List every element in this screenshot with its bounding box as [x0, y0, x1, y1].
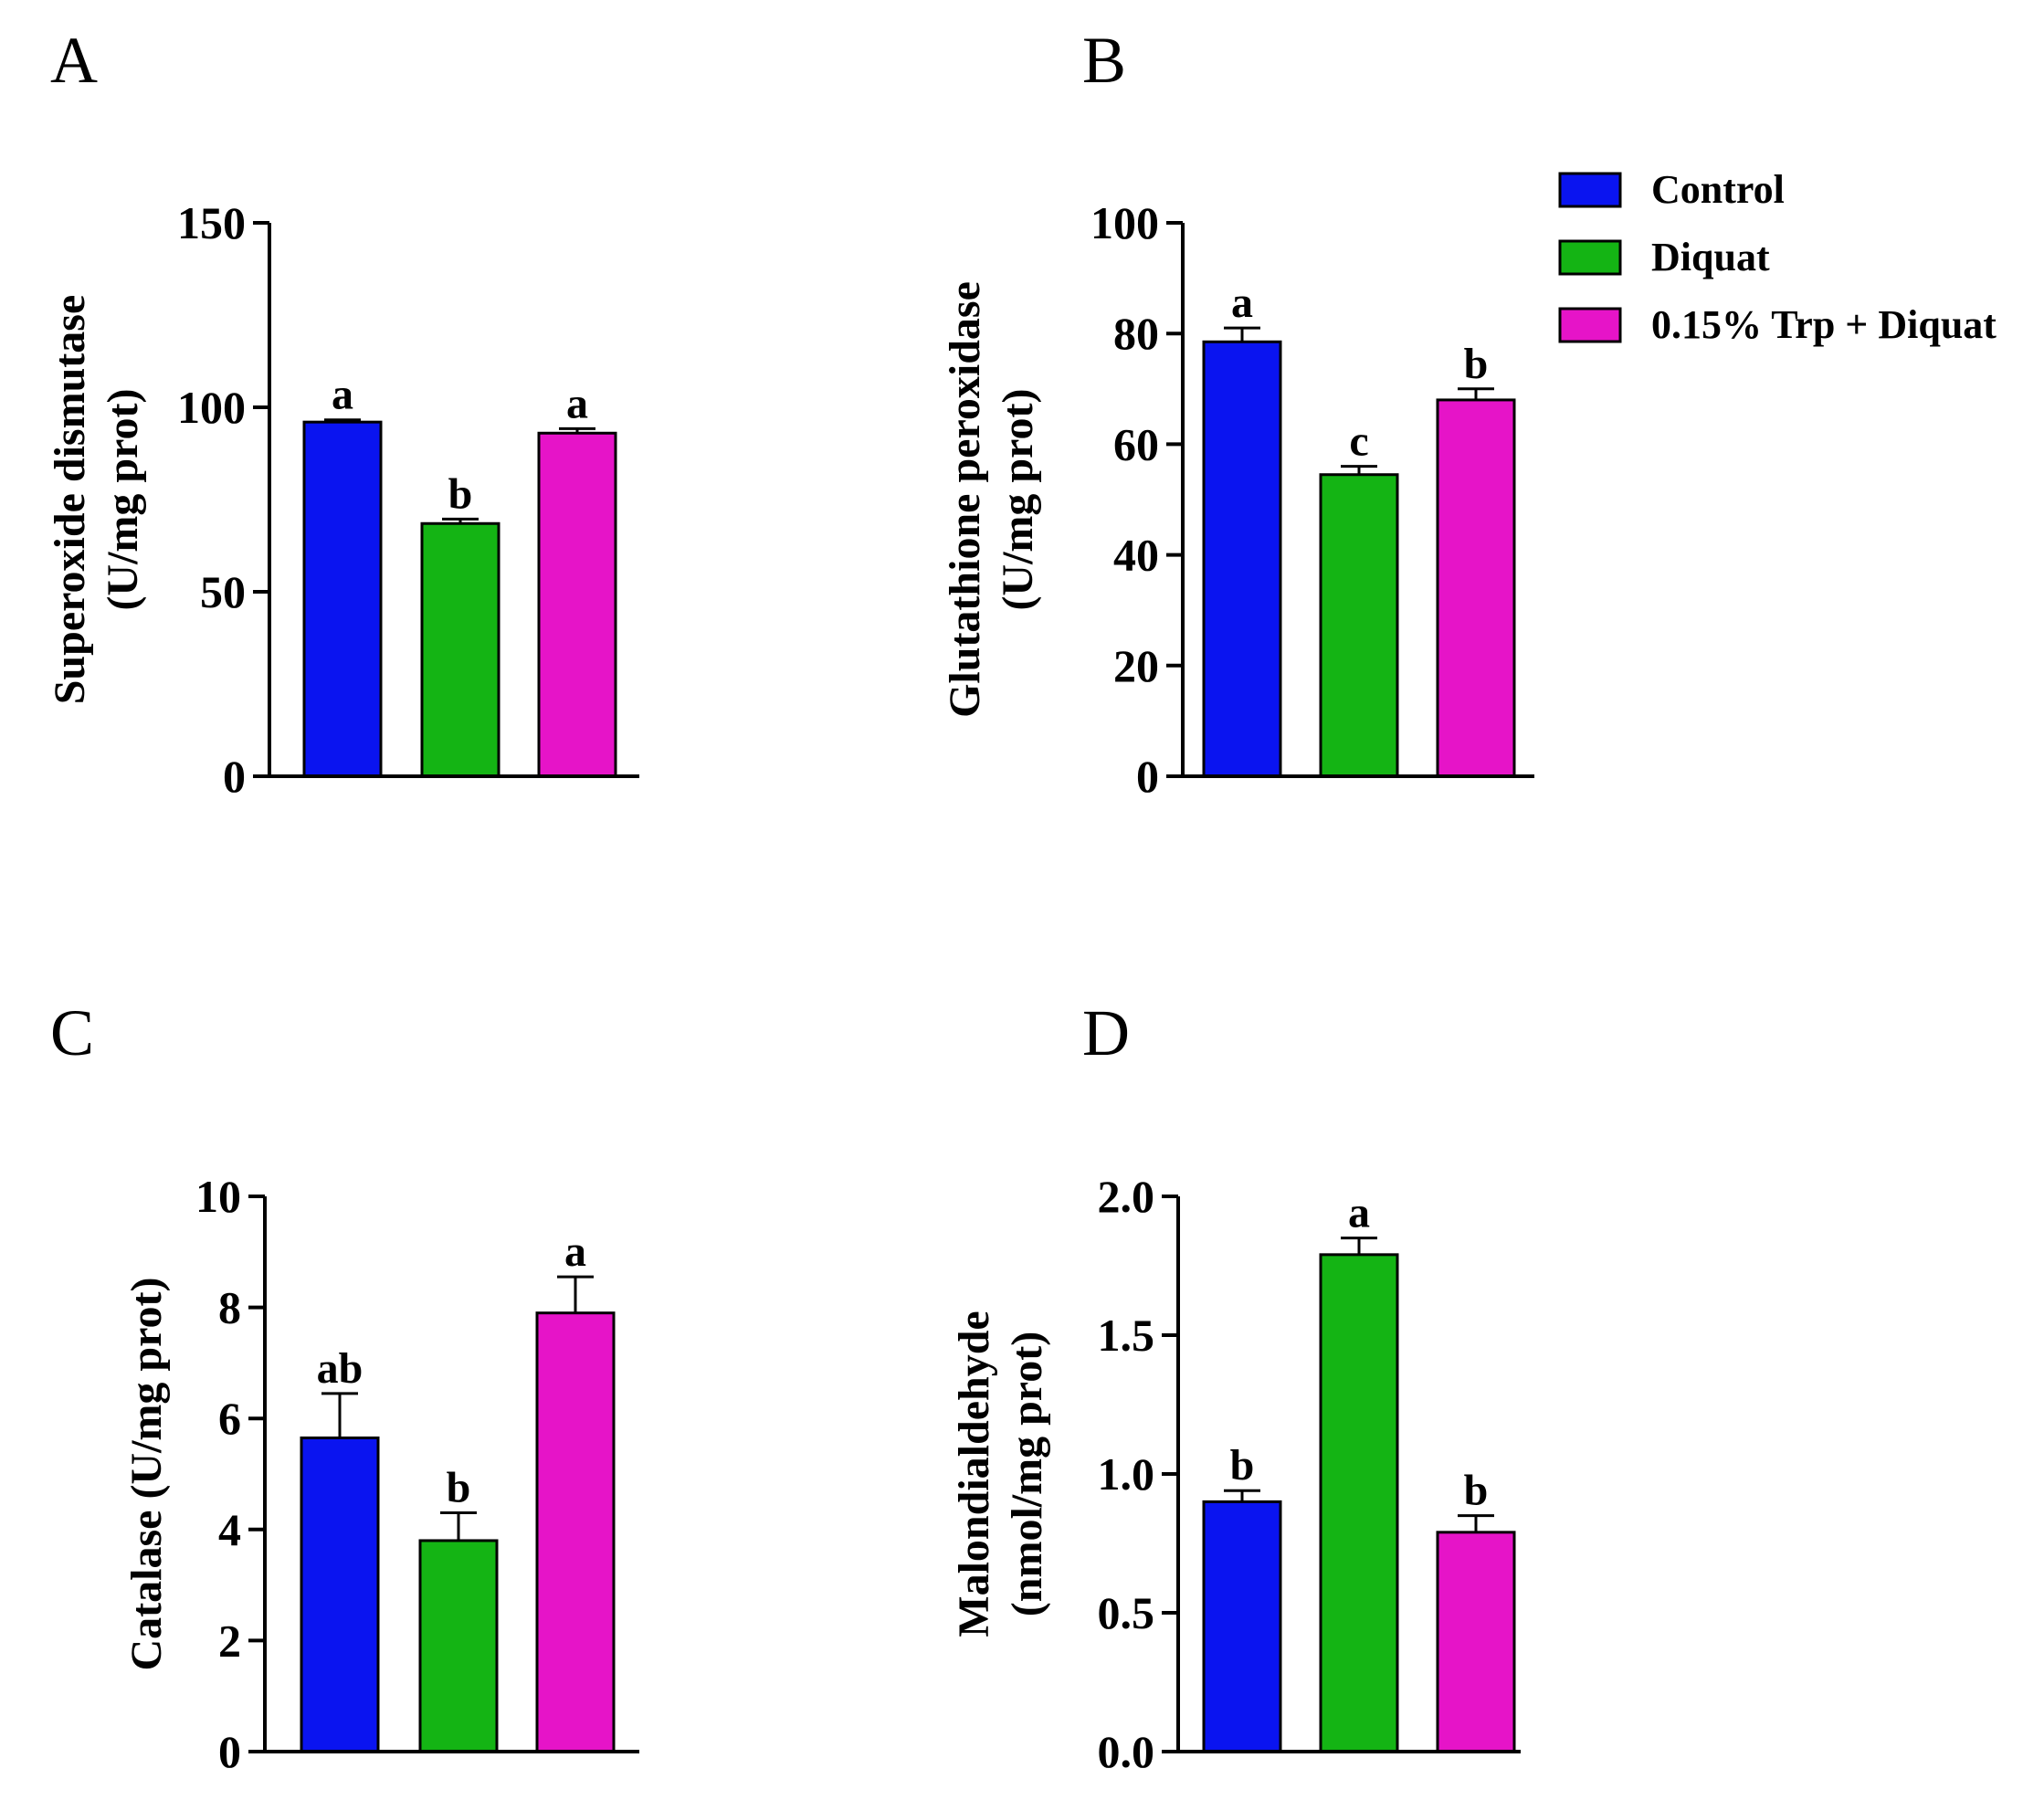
significance-label: a: [1348, 1189, 1370, 1237]
y-tick-label: 6: [218, 1393, 241, 1444]
legend-swatch-control: [1558, 172, 1622, 208]
y-tick-label: 2: [218, 1615, 241, 1666]
legend-swatch-0-15-trp-diquat: [1558, 307, 1622, 343]
panel-letter: C: [50, 996, 94, 1069]
significance-label: a: [332, 371, 353, 419]
panel-c: Cab b a 0 2 4 6 8 10 Catalase (U/mg prot): [50, 996, 639, 1777]
bar-control: [1202, 340, 1282, 778]
legend-label-diquat: Diquat: [1651, 235, 1770, 279]
y-axis-title: (U/mg prot): [99, 388, 147, 610]
panel-letter: A: [50, 24, 98, 97]
y-tick-label: 150: [177, 197, 246, 248]
y-tick-label: 1.5: [1098, 1310, 1155, 1361]
panel-a: Aa b a 0 50 100 150 Superoxide dismutase (U/mg p…: [46, 24, 639, 802]
y-tick-label: 4: [218, 1504, 241, 1555]
y-axis-title: Superoxide dismutase: [46, 295, 94, 705]
bar-diquat: [1319, 473, 1399, 778]
panel-letter: D: [1082, 996, 1130, 1069]
y-tick-label: 10: [195, 1171, 241, 1222]
panel-letter: B: [1082, 24, 1126, 97]
y-tick-label: 50: [200, 566, 246, 617]
significance-label: a: [1231, 279, 1253, 327]
y-tick-label: 20: [1113, 640, 1159, 691]
bar-0-15-trp-diquat: [535, 1311, 616, 1753]
legend-label-0-15-trp-diquat: 0.15% Trp + Diquat: [1651, 302, 1997, 347]
significance-label: b: [1464, 340, 1489, 388]
y-tick-label: 8: [218, 1282, 241, 1333]
bar-diquat: [418, 1539, 499, 1753]
y-tick-label: 100: [1090, 197, 1159, 248]
bar-control: [1202, 1500, 1282, 1753]
y-axis-title: Glutathione peroxidase: [941, 281, 989, 718]
significance-label: b: [1230, 1441, 1255, 1489]
y-tick-label: 60: [1113, 418, 1159, 469]
y-axis-title: (nmol/mg prot): [1003, 1332, 1051, 1616]
y-tick-label: 0: [223, 751, 246, 802]
bar-diquat: [420, 521, 500, 778]
panel-d: Db a b 0.0 0.5 1.0 1.5 2.0 Malondialdehyde (nmol/…: [950, 996, 1521, 1777]
y-tick-label: 0: [1136, 751, 1159, 802]
legend: Control Diquat 0.15% Trp + Diquat: [1558, 167, 1997, 347]
panel-b: Ba c b 0 20 40 60 80 100 Glutathione peroxidase (U…: [941, 24, 1534, 802]
y-tick-label: 100: [177, 382, 246, 433]
y-axis-title: Malondialdehyde: [950, 1311, 998, 1637]
y-tick-label: 80: [1113, 308, 1159, 359]
bar-0-15-trp-diquat: [537, 431, 617, 778]
bar-control: [300, 1436, 380, 1753]
significance-label: ab: [317, 1344, 363, 1393]
bar-diquat: [1319, 1253, 1399, 1753]
legend-label-control: Control: [1651, 167, 1785, 212]
y-axis-title: (U/mg prot): [994, 388, 1042, 610]
significance-label: a: [564, 1227, 586, 1276]
y-tick-label: 40: [1113, 530, 1159, 581]
significance-label: b: [1464, 1467, 1489, 1515]
significance-label: b: [447, 1464, 471, 1512]
y-tick-label: 2.0: [1098, 1171, 1155, 1222]
bar-0-15-trp-diquat: [1436, 1531, 1516, 1753]
bar-control: [302, 420, 383, 778]
y-tick-label: 0.5: [1098, 1587, 1155, 1638]
y-tick-label: 1.0: [1098, 1448, 1155, 1500]
y-axis-title: Catalase (U/mg prot): [122, 1277, 171, 1670]
y-tick-label: 0.0: [1098, 1726, 1155, 1777]
significance-label: c: [1349, 417, 1368, 466]
significance-label: b: [448, 469, 473, 518]
y-tick-label: 0: [218, 1726, 241, 1777]
legend-swatch-diquat: [1558, 239, 1622, 276]
significance-label: a: [566, 379, 588, 427]
bar-0-15-trp-diquat: [1436, 398, 1516, 778]
